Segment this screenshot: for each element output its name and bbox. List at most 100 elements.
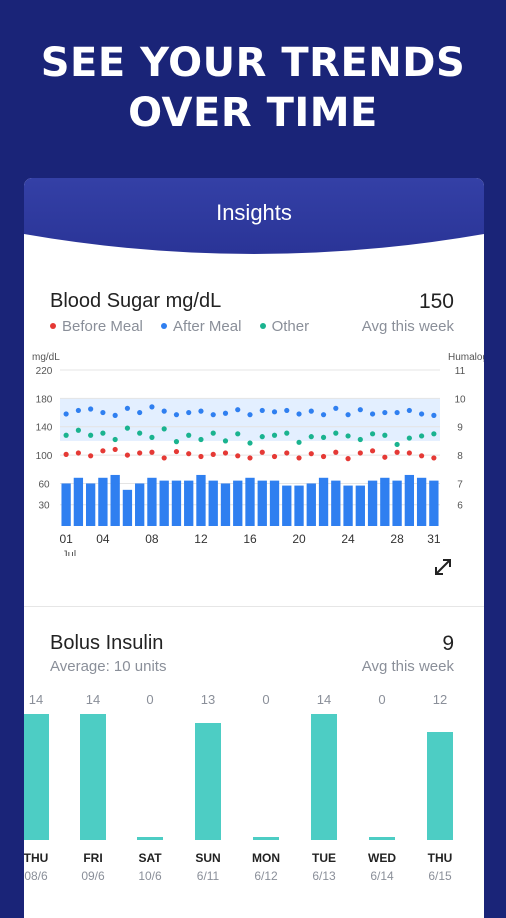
y-tick-label: 30: [38, 501, 50, 512]
after-meal-point: [198, 408, 204, 414]
other-point: [333, 430, 339, 436]
before-meal-point: [124, 452, 131, 458]
bolus-value-label: 0: [262, 692, 269, 707]
bolus-day-label: MON: [252, 851, 280, 865]
y2-tick-label: 8: [457, 451, 463, 462]
bolus-date-label: 6/15: [428, 869, 452, 883]
legend-after-meal: After Meal: [161, 318, 241, 335]
legend-label: Before Meal: [62, 318, 143, 335]
after-meal-point: [333, 405, 339, 411]
before-meal-point: [284, 450, 290, 456]
y-tick-label: 220: [36, 366, 53, 377]
after-meal-point: [235, 407, 241, 413]
bolus-bar: [195, 723, 221, 840]
after-meal-point: [296, 411, 302, 417]
after-meal-point: [271, 409, 278, 415]
after-meal-point: [137, 409, 143, 416]
before-meal-point: [100, 448, 106, 454]
left-edge-strip: [0, 178, 24, 900]
after-meal-point: [308, 408, 314, 414]
after-meal-point: [382, 409, 388, 416]
other-point: [259, 434, 265, 440]
before-meal-point: [186, 451, 192, 457]
right-axis-title: Humalog: [448, 352, 484, 363]
humalog-bar: [318, 477, 329, 526]
bolus-date-label: 09/6: [81, 869, 105, 883]
expand-arrows-icon[interactable]: [432, 556, 454, 578]
humalog-bar: [416, 477, 427, 526]
headline-line-2: OVER TIME: [128, 90, 378, 136]
after-meal-point: [222, 410, 229, 416]
bolus-value-label: 14: [29, 692, 43, 707]
x-tick-label: 08: [145, 532, 159, 546]
humalog-bar: [343, 485, 353, 526]
after-meal-point: [259, 407, 265, 414]
humalog-bar: [196, 474, 206, 526]
bolus-day-label: TUE: [312, 851, 336, 865]
y2-tick-label: 6: [457, 501, 463, 512]
before-meal-point: [173, 448, 180, 455]
humalog-bar: [294, 485, 304, 526]
other-point: [247, 440, 253, 446]
humalog-bar: [98, 477, 108, 526]
humalog-bar: [404, 474, 415, 526]
before-meal-dot-icon: [50, 323, 56, 330]
after-meal-point: [320, 412, 327, 418]
bolus-value-label: 13: [201, 692, 215, 707]
other-point: [394, 441, 400, 448]
other-point: [308, 434, 314, 440]
other-point: [112, 436, 118, 443]
before-meal-point: [357, 450, 363, 456]
bolus-value-label: 12: [433, 692, 447, 707]
legend-label: After Meal: [173, 318, 242, 335]
after-meal-point: [284, 407, 290, 414]
humalog-bar: [331, 480, 341, 526]
before-meal-point: [222, 450, 229, 456]
before-meal-point: [161, 455, 167, 461]
bolus-value-label: 0: [378, 692, 385, 707]
after-meal-point: [406, 407, 412, 414]
other-point: [235, 431, 241, 437]
bolus-bar: [253, 837, 279, 840]
before-meal-point: [308, 451, 314, 457]
other-point: [357, 436, 363, 443]
bolus-value-label: 14: [86, 692, 100, 707]
before-meal-point: [75, 450, 81, 456]
other-point: [149, 434, 155, 440]
humalog-bar: [61, 483, 71, 526]
after-meal-point: [210, 412, 216, 418]
other-dot-icon: [259, 323, 266, 330]
before-meal-point: [333, 449, 339, 455]
legend-label: Other: [271, 318, 310, 335]
x-tick-label: 20: [292, 532, 306, 546]
target-band: [60, 398, 440, 441]
other-point: [124, 425, 131, 431]
after-meal-point: [100, 409, 106, 416]
x-tick-label: 01: [59, 532, 73, 546]
before-meal-point: [345, 456, 351, 462]
humalog-bar: [245, 477, 255, 526]
after-meal-point: [247, 412, 253, 418]
bolus-day-label: THU: [24, 851, 48, 865]
humalog-bar: [171, 480, 182, 526]
before-meal-point: [259, 449, 265, 455]
bolus-title: Bolus Insulin: [50, 632, 164, 654]
blood-sugar-avg-label: Avg this week: [361, 318, 454, 335]
headline: SEE YOUR TRENDS OVER TIME: [0, 38, 506, 138]
before-meal-point: [112, 446, 118, 453]
bolus-bar: [427, 732, 453, 840]
legend-other: Other: [259, 318, 310, 335]
other-point: [382, 432, 388, 438]
after-meal-point: [357, 407, 363, 413]
blood-sugar-legend: Before Meal After Meal Other: [50, 318, 323, 335]
y2-tick-label: 9: [457, 423, 463, 434]
humalog-bar: [73, 477, 84, 526]
before-meal-point: [63, 451, 69, 457]
y-tick-label: 60: [38, 479, 50, 490]
after-meal-point: [431, 412, 437, 418]
before-meal-point: [369, 448, 376, 454]
other-point: [406, 435, 412, 441]
after-meal-point: [173, 412, 180, 418]
before-meal-point: [271, 453, 278, 460]
bolus-value-label: 14: [317, 692, 331, 707]
